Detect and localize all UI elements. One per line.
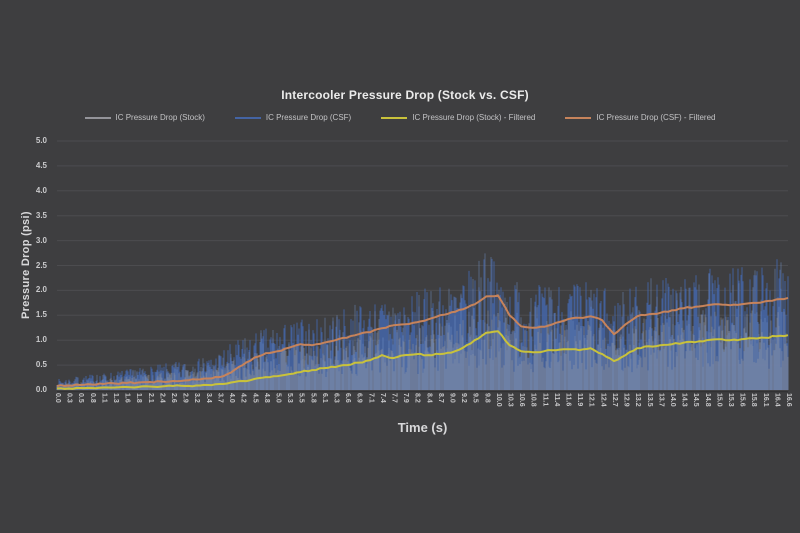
series-stock-filtered [56,330,789,390]
x-tick-label: 14.0 [668,393,676,407]
x-tick-label: 11.6 [564,393,572,407]
x-tick-label: 6.3 [332,393,340,403]
legend-line-swatch [565,116,592,119]
x-tick-label: 11.4 [552,393,560,407]
x-tick-label: 1.6 [123,393,131,403]
y-tick-label: 0.0 [35,385,47,394]
x-tick-label: 4.2 [239,393,247,403]
x-tick-label: 4.0 [228,393,236,403]
x-tick-label: 2.6 [170,393,178,403]
x-tick-label: 9.2 [460,393,468,403]
x-tick-label: 1.1 [100,393,108,403]
x-tick-label: 2.9 [181,393,189,403]
y-tick-label: 4.5 [35,160,47,170]
legend-label: IC Pressure Drop (Stock) - Filtered [412,113,536,122]
legend-line-swatch [84,116,111,119]
x-tick-label: 2.4 [158,393,166,403]
x-tick-label: 0.8 [88,393,96,403]
x-tick-label: 8.4 [425,393,433,403]
x-tick-label: 12.9 [622,393,630,407]
x-tick-label: 12.1 [587,393,595,407]
x-tick-label: 8.7 [436,393,444,403]
x-tick-label: 15.8 [750,393,758,407]
y-tick-label: 0.5 [35,360,47,370]
x-tick-label: 11.1 [541,393,549,407]
x-tick-label: 10.6 [518,393,526,407]
chart-title: Intercooler Pressure Drop (Stock vs. CSF… [281,88,529,102]
legend-line-swatch [381,116,408,119]
x-tick-label: 16.1 [761,393,769,407]
x-tick-label: 9.8 [483,393,491,403]
x-tick-label: 13.5 [645,393,653,407]
x-tick-label: 0.5 [77,393,85,403]
x-tick-label: 12.7 [610,393,618,407]
x-tick-label: 7.4 [378,393,386,403]
legend-item: IC Pressure Drop (Stock) [84,113,205,122]
y-tick-label: 1.0 [35,335,47,345]
legend-label: IC Pressure Drop (CSF) [265,113,352,122]
x-tick-label: 0.3 [65,393,73,403]
legend-label: IC Pressure Drop (Stock) [115,113,205,122]
legend-line-swatch [234,116,261,119]
x-tick-label: 5.3 [286,393,294,403]
x-tick-label: 15.0 [715,393,723,407]
x-tick-label: 5.5 [297,393,305,403]
x-tick-label: 13.7 [657,393,665,407]
y-tick-label: 5.0 [35,136,47,145]
y-tick-label: 2.5 [35,260,47,270]
x-tick-label: 9.0 [448,393,456,403]
x-tick-label: 15.6 [738,393,746,407]
x-tick-label: 8.2 [413,393,421,403]
legend-item: IC Pressure Drop (CSF) [234,113,352,122]
x-tick-label: 12.4 [599,393,607,407]
x-tick-label: 7.9 [402,393,410,403]
x-tick-label: 16.6 [785,393,792,407]
x-tick-label: 4.5 [251,393,259,403]
x-tick-label: 14.5 [692,393,700,407]
x-tick-label: 1.8 [135,393,143,403]
y-tick-label: 3.0 [35,235,47,245]
x-tick-label: 1.3 [112,393,120,403]
x-tick-label: 7.1 [367,393,375,403]
series-csf-filtered [56,294,789,387]
x-tick-label: 15.3 [726,393,734,407]
legend-item: IC Pressure Drop (CSF) - Filtered [565,113,716,122]
x-tick-label: 3.7 [216,393,224,403]
x-tick-label: 10.8 [529,393,537,407]
legend-label: IC Pressure Drop (CSF) - Filtered [596,113,716,122]
x-tick-label: 2.1 [146,393,154,403]
x-tick-label: 13.2 [634,393,642,407]
x-tick-label: 6.6 [344,393,352,403]
x-tick-label: 14.8 [703,393,711,407]
y-tick-label: 2.0 [35,285,47,295]
legend-item: IC Pressure Drop (Stock) - Filtered [381,113,535,122]
x-tick-label: 6.1 [320,393,328,403]
x-tick-label: 5.0 [274,393,282,403]
x-tick-label: 3.2 [193,393,201,403]
x-axis-title: Time (s) [397,420,448,435]
x-tick-label: 4.8 [262,393,270,403]
legend: IC Pressure Drop (Stock) IC Pressure Drop… [0,113,800,122]
x-tick-label: 6.9 [355,393,363,403]
y-tick-label: 3.5 [35,210,47,220]
x-tick-label: 0.0 [54,393,61,403]
x-tick-label: 9.5 [471,393,479,403]
x-tick-label: 5.8 [309,393,317,403]
y-tick-label: 4.0 [35,185,47,195]
x-tick-label: 7.7 [390,393,398,403]
x-tick-label: 11.9 [576,393,584,407]
y-tick-label: 1.5 [35,310,47,320]
x-tick-label: 14.3 [680,393,688,407]
x-tick-label: 3.4 [204,393,212,403]
x-tick-label: 10.0 [494,393,502,407]
x-tick-label: 10.3 [506,393,514,407]
x-tick-label: 16.4 [773,393,781,407]
